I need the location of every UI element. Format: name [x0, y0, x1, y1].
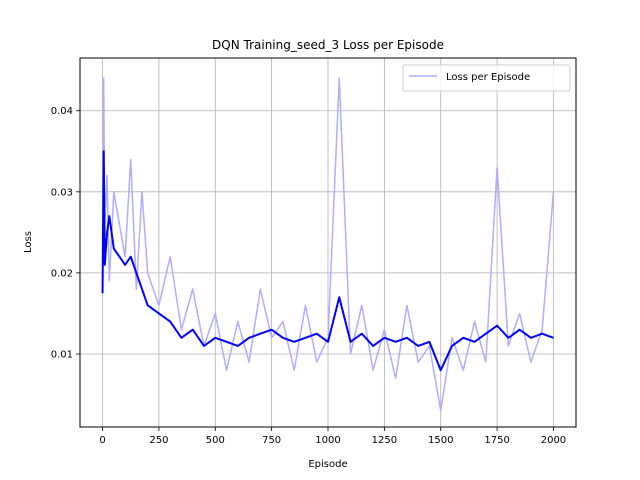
x-tick-label: 1750	[484, 435, 509, 446]
x-tick-label: 1000	[315, 435, 340, 446]
x-axis-label: Episode	[308, 459, 347, 470]
legend: Loss per Episode	[402, 64, 571, 92]
x-tick-label: 250	[149, 435, 168, 446]
chart-title: DQN Training_seed_3 Loss per Episode	[212, 38, 444, 52]
y-tick-label: 0.03	[51, 187, 73, 198]
y-tick-label: 0.01	[51, 350, 73, 361]
y-axis: 0.01 0.02 0.03 0.04	[51, 106, 80, 361]
x-tick-label: 0	[99, 435, 105, 446]
legend-box	[402, 64, 571, 92]
x-tick-label: 2000	[541, 435, 566, 446]
x-tick-label: 500	[206, 435, 225, 446]
y-axis-label: Loss	[23, 231, 34, 253]
x-tick-label: 1250	[372, 435, 397, 446]
x-tick-label: 750	[262, 435, 281, 446]
legend-label: Loss per Episode	[446, 72, 530, 83]
series-line-0	[101, 77, 555, 412]
series-line-1	[101, 150, 554, 372]
grid	[80, 58, 576, 427]
series-layer	[101, 77, 555, 412]
x-tick-label: 1500	[428, 435, 453, 446]
y-tick-label: 0.04	[51, 106, 73, 117]
x-axis: 0 250 500 750 1000 1250 1500 1750 2000	[99, 427, 566, 446]
y-tick-label: 0.02	[51, 268, 73, 279]
